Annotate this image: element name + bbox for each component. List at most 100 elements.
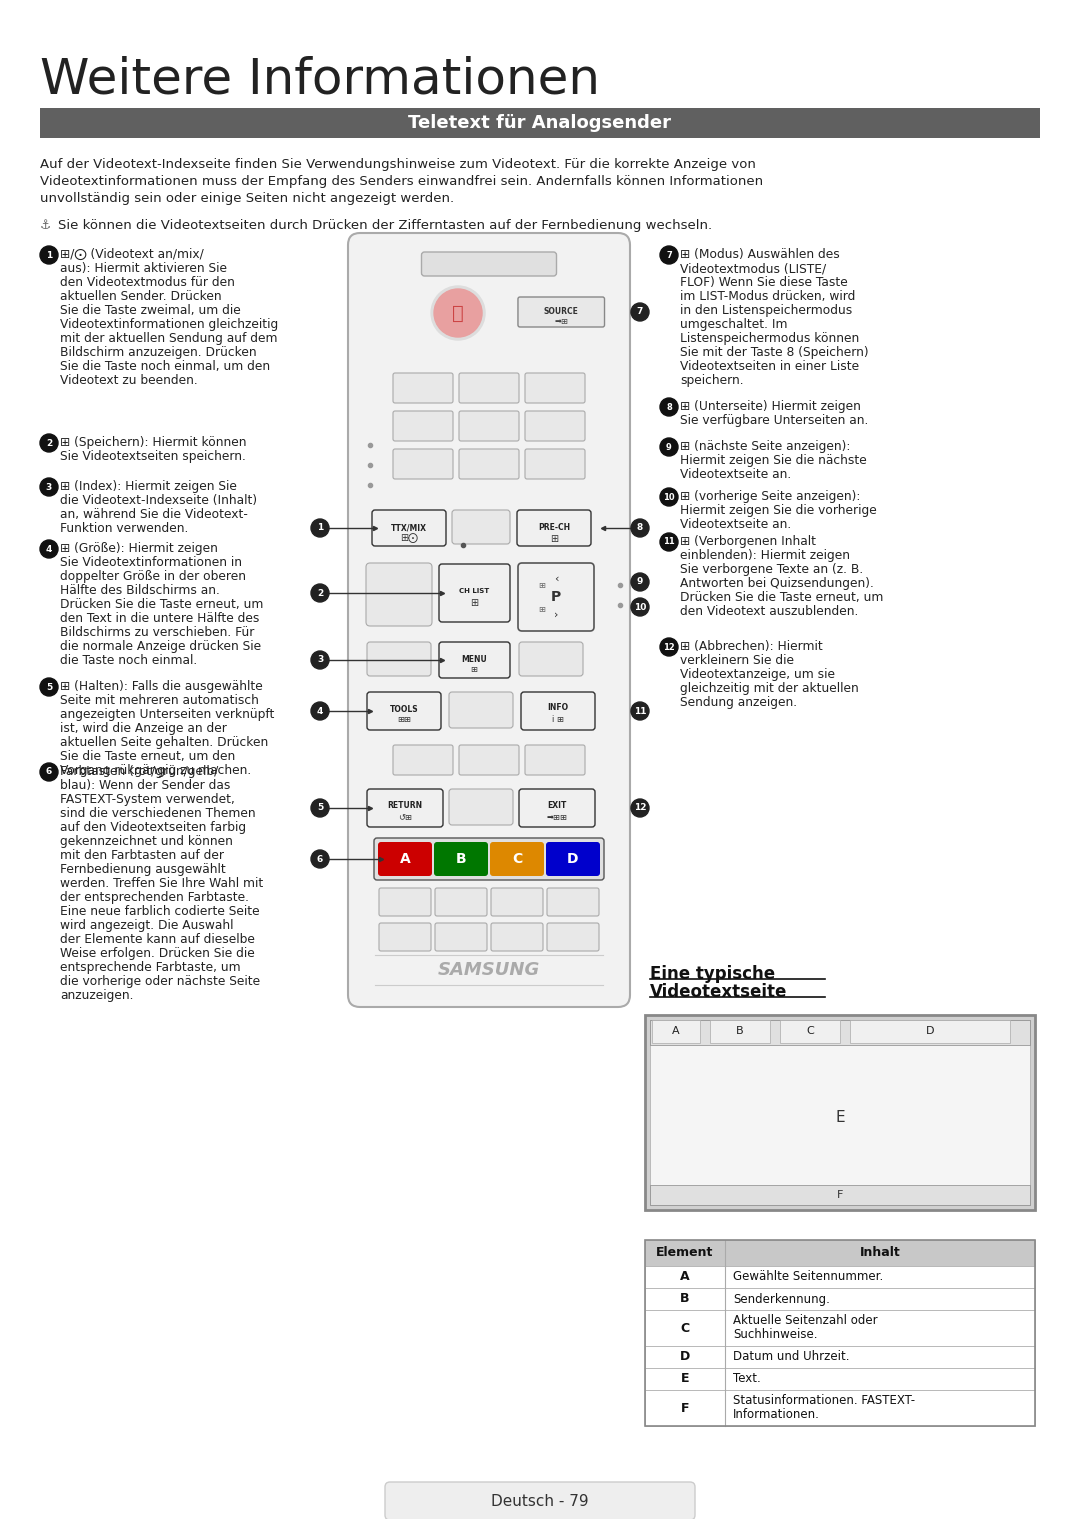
Text: Weitere Informationen: Weitere Informationen	[40, 55, 600, 103]
FancyBboxPatch shape	[521, 693, 595, 731]
Text: Hiermit zeigen Sie die nächste: Hiermit zeigen Sie die nächste	[680, 454, 867, 466]
Text: Drücken Sie die Taste erneut, um: Drücken Sie die Taste erneut, um	[680, 591, 883, 605]
Bar	[652, 1019, 700, 1044]
Text: ⊞ (Unterseite) Hiermit zeigen: ⊞ (Unterseite) Hiermit zeigen	[680, 399, 861, 413]
Text: Sie Videotextseiten speichern.: Sie Videotextseiten speichern.	[60, 450, 246, 463]
Text: die normale Anzeige drücken Sie: die normale Anzeige drücken Sie	[60, 639, 261, 653]
Text: Element: Element	[657, 1247, 714, 1259]
Circle shape	[631, 573, 649, 591]
Text: Eine neue farblich codierte Seite: Eine neue farblich codierte Seite	[60, 905, 259, 917]
Text: ⊞⊞: ⊞⊞	[397, 715, 411, 725]
Text: ⊞: ⊞	[539, 605, 545, 614]
Text: Teletext für Analogsender: Teletext für Analogsender	[408, 114, 672, 132]
FancyBboxPatch shape	[525, 412, 585, 441]
Text: den Videotext auszublenden.: den Videotext auszublenden.	[680, 605, 859, 618]
Text: CH LIST: CH LIST	[459, 588, 489, 594]
Bar	[645, 1309, 1035, 1346]
Text: ⊞ (Halten): Falls die ausgewählte: ⊞ (Halten): Falls die ausgewählte	[60, 681, 262, 693]
Text: Antworten bei Quizsendungen).: Antworten bei Quizsendungen).	[680, 577, 874, 589]
Text: Statusinformationen. FASTEXT-: Statusinformationen. FASTEXT-	[733, 1394, 915, 1408]
Circle shape	[660, 638, 678, 656]
Text: TOOLS: TOOLS	[390, 705, 418, 714]
Text: speichern.: speichern.	[680, 374, 744, 387]
Text: mit der aktuellen Sendung auf dem: mit der aktuellen Sendung auf dem	[60, 333, 278, 345]
Text: MENU: MENU	[461, 655, 487, 664]
Circle shape	[431, 286, 485, 340]
FancyBboxPatch shape	[438, 643, 510, 677]
Bar	[645, 1369, 1035, 1390]
Text: Bildschirm anzuzeigen. Drücken: Bildschirm anzuzeigen. Drücken	[60, 346, 257, 358]
Text: ➡⊞⊞: ➡⊞⊞	[546, 813, 567, 822]
Text: anzuzeigen.: anzuzeigen.	[60, 989, 134, 1003]
FancyBboxPatch shape	[517, 510, 591, 545]
FancyBboxPatch shape	[518, 298, 605, 327]
Text: 12: 12	[663, 643, 675, 652]
Text: den Text in die untere Hälfte des: den Text in die untere Hälfte des	[60, 612, 259, 624]
FancyBboxPatch shape	[393, 450, 453, 478]
Text: Funktion verwenden.: Funktion verwenden.	[60, 523, 188, 535]
Text: P: P	[551, 589, 562, 605]
Text: angezeigten Unterseiten verknüpft: angezeigten Unterseiten verknüpft	[60, 708, 274, 722]
FancyBboxPatch shape	[367, 643, 431, 676]
FancyBboxPatch shape	[491, 889, 543, 916]
FancyBboxPatch shape	[546, 842, 600, 876]
Text: 10: 10	[634, 603, 646, 612]
Text: Videotext zu beenden.: Videotext zu beenden.	[60, 374, 198, 387]
Circle shape	[311, 583, 329, 602]
Circle shape	[40, 677, 58, 696]
Text: Videotextinformationen muss der Empfang des Senders einwandfrei sein. Andernfall: Videotextinformationen muss der Empfang …	[40, 175, 764, 188]
Text: auf den Videotextseiten farbig: auf den Videotextseiten farbig	[60, 820, 246, 834]
Text: 9: 9	[666, 442, 672, 451]
Text: aus): Hiermit aktivieren Sie: aus): Hiermit aktivieren Sie	[60, 261, 227, 275]
Text: Sie verfügbare Unterseiten an.: Sie verfügbare Unterseiten an.	[680, 415, 868, 427]
Text: die Taste noch einmal.: die Taste noch einmal.	[60, 655, 198, 667]
Circle shape	[40, 539, 58, 557]
Text: C: C	[680, 1322, 689, 1335]
Circle shape	[660, 437, 678, 456]
Text: Sie mit der Taste 8 (Speichern): Sie mit der Taste 8 (Speichern)	[680, 346, 868, 358]
Text: Videotextinformationen gleichzeitig: Videotextinformationen gleichzeitig	[60, 317, 279, 331]
FancyBboxPatch shape	[384, 1483, 696, 1519]
Text: ›: ›	[554, 611, 558, 620]
Text: D: D	[680, 1350, 690, 1364]
FancyBboxPatch shape	[393, 744, 453, 775]
Text: doppelter Größe in der oberen: doppelter Größe in der oberen	[60, 570, 246, 583]
Text: 2: 2	[316, 588, 323, 597]
Text: D: D	[567, 852, 579, 866]
Bar	[645, 1390, 1035, 1426]
Text: 5: 5	[316, 804, 323, 813]
Text: TTX/MIX: TTX/MIX	[391, 524, 427, 533]
Circle shape	[631, 302, 649, 321]
Text: F: F	[837, 1189, 843, 1200]
Text: ↺⊞: ↺⊞	[399, 813, 411, 822]
Circle shape	[660, 488, 678, 506]
Text: C: C	[512, 852, 522, 866]
FancyBboxPatch shape	[519, 643, 583, 676]
Text: ➡⊞: ➡⊞	[554, 317, 568, 327]
Text: Text.: Text.	[733, 1373, 760, 1385]
Text: verkleinern Sie die: verkleinern Sie die	[680, 655, 794, 667]
Text: Seite mit mehreren automatisch: Seite mit mehreren automatisch	[60, 694, 259, 706]
FancyBboxPatch shape	[438, 564, 510, 621]
FancyBboxPatch shape	[379, 889, 431, 916]
FancyBboxPatch shape	[366, 564, 432, 626]
FancyBboxPatch shape	[491, 924, 543, 951]
Text: B: B	[680, 1293, 690, 1305]
Text: A: A	[672, 1025, 679, 1036]
FancyBboxPatch shape	[519, 788, 595, 826]
Text: ⊞ (Speichern): Hiermit können: ⊞ (Speichern): Hiermit können	[60, 436, 246, 450]
FancyBboxPatch shape	[378, 842, 432, 876]
Text: im LIST-Modus drücken, wird: im LIST-Modus drücken, wird	[680, 290, 855, 302]
Text: 3: 3	[316, 656, 323, 664]
Text: ⊞ (Größe): Hiermit zeigen: ⊞ (Größe): Hiermit zeigen	[60, 542, 218, 554]
Circle shape	[311, 652, 329, 668]
FancyBboxPatch shape	[453, 510, 510, 544]
Bar	[40, 108, 1040, 138]
Text: die vorherige oder nächste Seite: die vorherige oder nächste Seite	[60, 975, 260, 987]
Text: wird angezeigt. Die Auswahl: wird angezeigt. Die Auswahl	[60, 919, 233, 933]
Text: FLOF) Wenn Sie diese Taste: FLOF) Wenn Sie diese Taste	[680, 276, 848, 289]
Text: EXIT: EXIT	[548, 802, 567, 811]
Text: F: F	[680, 1402, 689, 1414]
Text: Senderkennung.: Senderkennung.	[733, 1293, 829, 1305]
Circle shape	[660, 533, 678, 551]
